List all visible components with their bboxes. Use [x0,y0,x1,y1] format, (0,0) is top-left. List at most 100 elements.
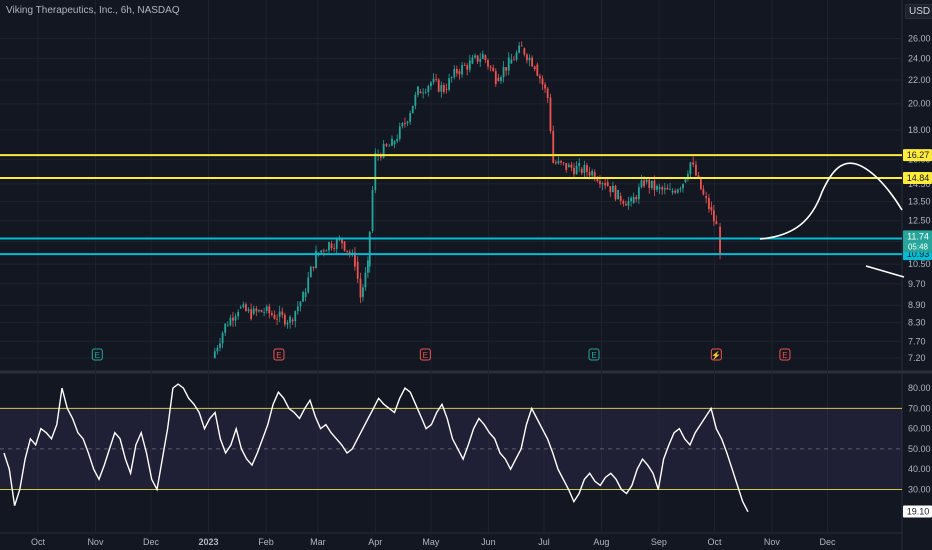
candle-body [591,170,594,176]
candle-body [294,311,297,322]
candle-body [570,164,573,168]
candle-body [653,180,656,190]
candle-body [546,88,549,99]
price-tick-label: 10.50 [908,259,931,269]
price-tick-label: 13.50 [908,197,931,207]
candle-body [359,278,362,298]
candle-body [458,71,461,75]
candle-body [624,203,627,206]
candle-body [216,347,219,352]
candle-body [330,243,333,249]
time-tick-label: Aug [593,537,609,547]
chart-title: Viking Therapeutics, Inc., 6h, NASDAQ [6,5,180,16]
candle-body [309,266,312,278]
candle-body [479,58,482,62]
candle-body [219,343,221,348]
candle-body [401,123,404,127]
candle-body [391,138,393,146]
candle-body [650,180,653,188]
candle-body [518,45,521,53]
event-marker-label: E [276,351,281,360]
candle-body [362,287,364,297]
candle-body [260,310,263,313]
candle-body [229,317,232,326]
candle-body [393,141,396,145]
candle-body [283,314,286,325]
candle-body [286,322,289,325]
candle-body [411,105,414,114]
candle-body [341,239,343,244]
rsi-tick-label: 50.00 [908,444,931,454]
candle-body [315,250,317,268]
candle-body [702,189,705,195]
candle-body [648,179,651,188]
candle-body [382,144,385,158]
candle-body [627,201,630,206]
last-price-label: 11.74 [907,231,929,241]
candle-body [684,179,687,183]
candle-body [430,82,432,87]
time-tick-label: Oct [31,537,46,547]
candle-body [640,180,643,188]
event-marker-label: ⚡ [711,350,721,360]
rsi-tick-label: 80.00 [908,383,931,393]
candle-body [544,84,546,89]
candle-body [281,311,284,315]
event-marker-label: E [95,351,100,360]
event-marker-label: E [782,351,787,360]
currency-badge[interactable]: USD [905,4,932,19]
candle-body [453,68,456,78]
time-tick-label: Nov [764,537,781,547]
candle-body [221,332,224,344]
candle-body [599,181,601,185]
time-tick-label: Jun [481,537,496,547]
candle-body [424,91,427,93]
rsi-current-badge [903,505,932,518]
candle-body [414,94,417,106]
candle-body [435,78,438,80]
candle-body [346,250,349,252]
candle-body [554,162,557,164]
candle-body [398,126,401,139]
candle-body [450,77,453,79]
candle-body [404,123,406,125]
candle-body [565,163,568,170]
time-tick-label: Apr [368,537,382,547]
candle-body [557,160,560,164]
candle-body [291,319,294,322]
candle-body [263,311,266,313]
candle-body [474,55,476,58]
candle-body [669,188,671,190]
candle-body [419,91,422,94]
candle-body [575,165,578,175]
candle-body [338,239,341,241]
candle-body [255,308,258,312]
candle-body [226,325,229,327]
candle-body [497,77,500,82]
price-tick-label: 22.00 [908,75,931,85]
candle-body [409,113,412,122]
candle-body [612,185,614,193]
candle-body [593,172,596,180]
time-tick-label: May [422,537,440,547]
candle-body [489,66,492,68]
last-price-badge [903,230,932,253]
candle-body [302,292,304,302]
candle-body [417,86,419,95]
candle-body [442,85,445,93]
candle-body [502,67,505,78]
candle-body [333,248,336,249]
candle-body [440,85,443,92]
price-tick-label: 8.30 [908,318,926,328]
candle-body [580,168,583,173]
candle-body [367,260,369,273]
candle-body [560,160,562,163]
candle-body [601,183,604,185]
candle-body [578,163,581,166]
candle-body [445,89,448,91]
candle-body [536,64,539,76]
rsi-current-label: 19.10 [907,507,930,517]
time-tick-label: Mar [310,537,326,547]
candle-body [676,189,679,193]
